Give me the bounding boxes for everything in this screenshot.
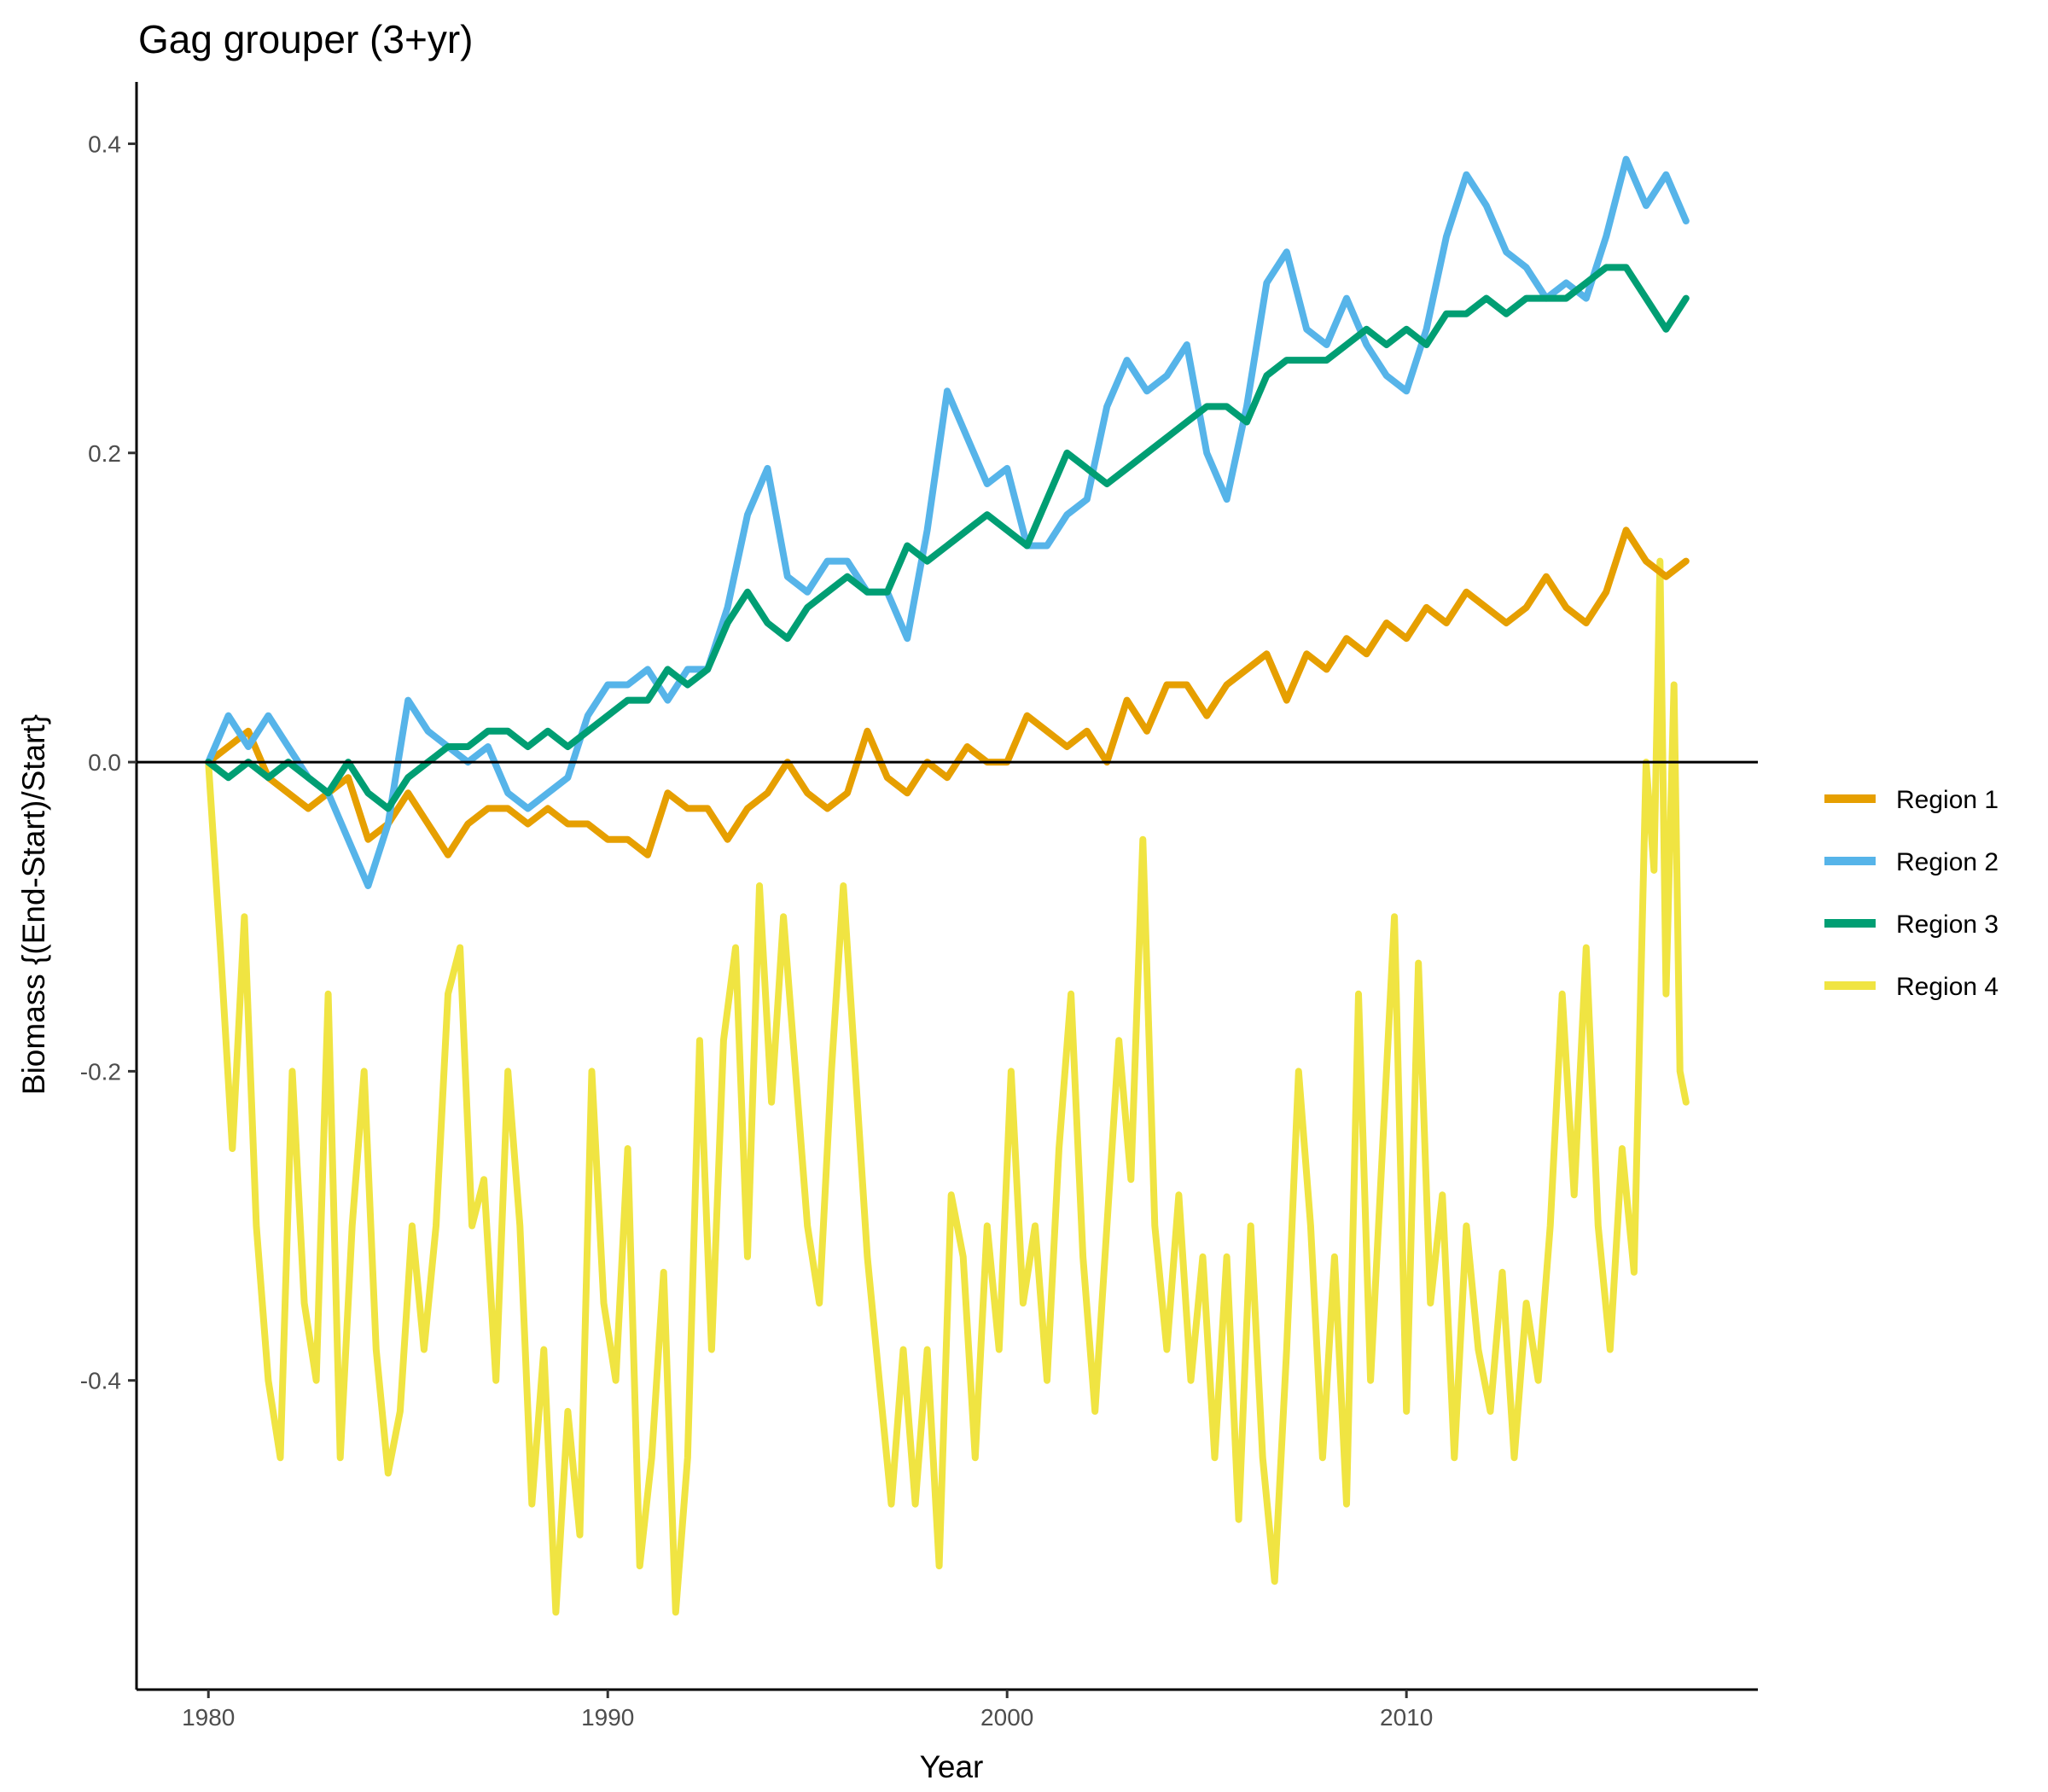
y-tick-label: -0.4 xyxy=(80,1368,121,1394)
x-axis-title: Year xyxy=(920,1749,984,1784)
x-tick-label: 1980 xyxy=(182,1704,235,1731)
y-tick-label: 0.4 xyxy=(88,131,121,157)
plot-area: -0.4 -0.2 0.0 0.2 0.4 1980 1990 2000 2010 xyxy=(80,82,1758,1731)
y-tick-label: 0.2 xyxy=(88,440,121,467)
chart-title: Gag grouper (3+yr) xyxy=(138,17,473,61)
legend-label-region-2: Region 2 xyxy=(1896,848,1999,876)
y-tick-label: -0.2 xyxy=(80,1058,121,1085)
y-tick-label: 0.0 xyxy=(88,749,121,776)
y-axis-title: Biomass {(End-Start)/Start} xyxy=(16,714,51,1095)
series-line-region-2 xyxy=(205,155,1690,889)
x-tick-label: 1990 xyxy=(581,1704,634,1731)
series-line-region-4 xyxy=(205,557,1690,1616)
x-tick-label: 2000 xyxy=(980,1704,1033,1731)
series-line-region-3 xyxy=(205,264,1690,812)
x-axis-ticks: 1980 1990 2000 2010 xyxy=(182,1690,1433,1731)
series-layer xyxy=(205,155,1690,1616)
legend-label-region-1: Region 1 xyxy=(1896,786,1999,814)
x-tick-label: 2010 xyxy=(1380,1704,1433,1731)
legend-label-region-4: Region 4 xyxy=(1896,973,1999,1001)
y-axis-ticks: -0.4 -0.2 0.0 0.2 0.4 xyxy=(80,131,137,1394)
legend-label-region-3: Region 3 xyxy=(1896,911,1999,939)
legend: Region 1 Region 2 Region 3 Region 4 xyxy=(1824,786,1999,1001)
series-line-region-1 xyxy=(205,527,1690,858)
